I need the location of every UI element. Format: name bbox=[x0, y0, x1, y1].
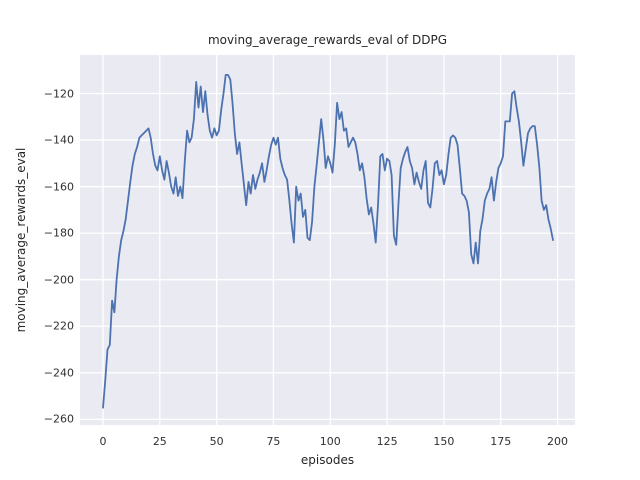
x-axis-label: episodes bbox=[300, 453, 355, 467]
y-tick-label: −200 bbox=[43, 273, 74, 287]
y-tick-label: −180 bbox=[43, 226, 74, 240]
y-tick-label: −260 bbox=[43, 412, 74, 426]
series-line bbox=[102, 73, 554, 409]
x-tick-label: 50 bbox=[209, 435, 224, 448]
plot-area bbox=[80, 55, 575, 425]
chart-canvas bbox=[80, 55, 575, 425]
y-axis-label: moving_average_rewards_eval bbox=[14, 147, 28, 333]
chart-title: moving_average_rewards_eval of DDPG bbox=[207, 33, 447, 47]
y-tick-label: −240 bbox=[43, 366, 74, 380]
y-tick-label: −220 bbox=[43, 319, 74, 333]
x-tick-label: 125 bbox=[376, 435, 398, 448]
x-tick-label: 25 bbox=[152, 435, 167, 448]
x-tick-label: 75 bbox=[266, 435, 281, 448]
x-tick-label: 0 bbox=[99, 435, 107, 448]
x-tick-label: 100 bbox=[319, 435, 341, 448]
y-tick-label: −140 bbox=[43, 133, 74, 147]
y-tick-label: −160 bbox=[43, 180, 74, 194]
x-tick-label: 175 bbox=[490, 435, 512, 448]
x-tick-label: 150 bbox=[433, 435, 455, 448]
gridlines bbox=[80, 55, 575, 425]
x-tick-label: 200 bbox=[547, 435, 569, 448]
y-tick-label: −120 bbox=[43, 87, 74, 100]
